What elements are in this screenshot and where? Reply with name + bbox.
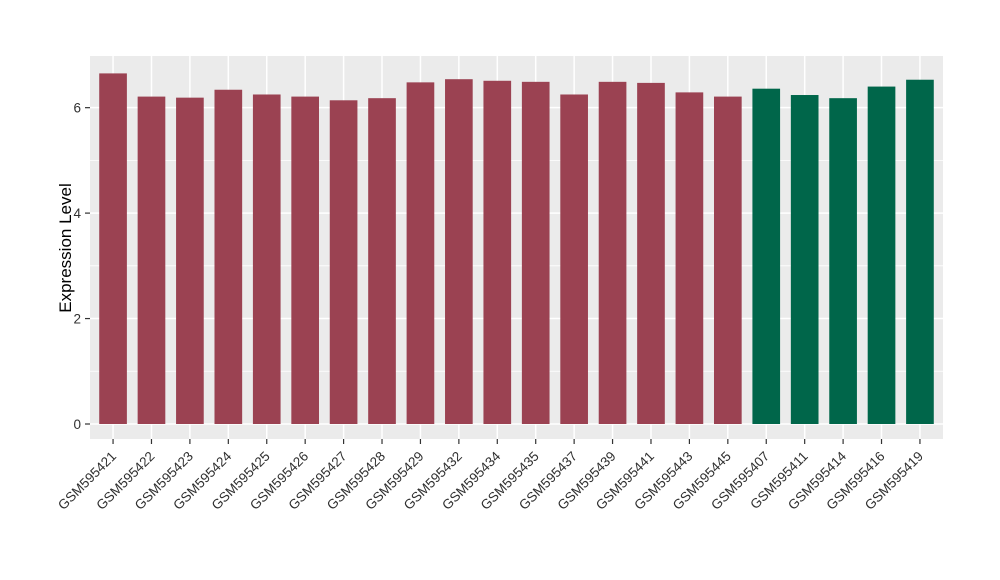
bar-GSM595437 <box>560 94 588 424</box>
bar-GSM595443 <box>675 92 704 424</box>
bar-GSM595426 <box>291 96 320 425</box>
bar-GSM595424 <box>214 89 243 424</box>
bar-GSM595411 <box>790 95 819 424</box>
bar-GSM595407 <box>752 88 781 424</box>
y-axis-title: Expression Level <box>56 183 75 312</box>
bar-GSM595441 <box>637 82 665 425</box>
bar-GSM595435 <box>521 81 550 425</box>
bar-GSM595428 <box>368 98 396 425</box>
bar-GSM595422 <box>137 96 166 425</box>
y-tick-label: 2 <box>73 311 81 326</box>
bar-GSM595427 <box>329 100 358 424</box>
y-tick-label: 0 <box>73 417 81 432</box>
bar-GSM595425 <box>252 94 281 424</box>
y-tick-label: 6 <box>73 100 81 115</box>
bar-GSM595434 <box>483 80 512 425</box>
bar-GSM595429 <box>406 82 435 425</box>
bar-GSM595414 <box>829 98 857 425</box>
bar-GSM595416 <box>867 86 896 424</box>
bar-GSM595432 <box>445 79 473 425</box>
bar-GSM595439 <box>598 81 627 425</box>
bar-GSM595423 <box>176 97 204 425</box>
bar-GSM595419 <box>906 79 934 425</box>
y-tick-label: 4 <box>73 206 81 221</box>
bar-GSM595445 <box>713 96 742 425</box>
chart-root: 0246GSM595421GSM595422GSM595423GSM595424… <box>55 56 943 513</box>
bar-GSM595421 <box>99 73 127 424</box>
